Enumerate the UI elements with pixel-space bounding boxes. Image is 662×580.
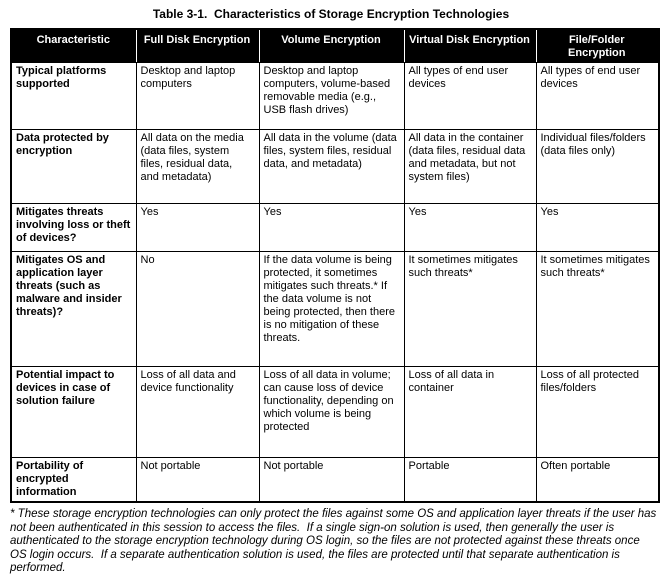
table-row-data-protected: Data protected by encryption All data on…: [10, 129, 660, 204]
table-cell: Loss of all protected files/folders: [535, 366, 660, 458]
table-cell: Yes: [403, 203, 537, 252]
table-cell: Portable: [403, 457, 537, 503]
table-cell: If the data volume is being protected, i…: [258, 251, 405, 367]
table-cell: Loss of all data and device functionalit…: [135, 366, 260, 458]
table-title: Table 3-1. Characteristics of Storage En…: [152, 7, 510, 21]
table-row-mitigates-os-threats: Mitigates OS and application layer threa…: [10, 251, 660, 367]
table-cell: Not portable: [258, 457, 405, 503]
document-page: Table 3-1. Characteristics of Storage En…: [0, 7, 662, 576]
table-cell: Individual files/folders (data files onl…: [535, 129, 660, 204]
table-row-typical-platforms: Typical platforms supported Desktop and …: [10, 62, 660, 130]
table-cell: Loss of all data in container: [403, 366, 537, 458]
table-cell: Not portable: [135, 457, 260, 503]
table-footnote: * These storage encryption technologies …: [10, 508, 660, 575]
table-cell: No: [135, 251, 260, 367]
column-header-file-folder-encryption: File/Folder Encryption: [535, 28, 660, 63]
table-cell: Loss of all data in volume; can cause lo…: [258, 366, 405, 458]
row-header-typical-platforms: Typical platforms supported: [10, 62, 137, 130]
table-cell: All data on the media (data files, syste…: [135, 129, 260, 204]
table-cell: Yes: [535, 203, 660, 252]
row-header-data-protected: Data protected by encryption: [10, 129, 137, 204]
table-cell: All types of end user devices: [535, 62, 660, 130]
table-row-potential-impact: Potential impact to devices in case of s…: [10, 366, 660, 458]
column-header-full-disk-encryption: Full Disk Encryption: [135, 28, 260, 63]
table-cell: It sometimes mitigates such threats*: [403, 251, 537, 367]
column-header-volume-encryption: Volume Encryption: [258, 28, 405, 63]
table-cell: Desktop and laptop computers, volume-bas…: [258, 62, 405, 130]
table-cell: Yes: [258, 203, 405, 252]
table-row-mitigates-loss-theft: Mitigates threats involving loss or thef…: [10, 203, 660, 252]
table-cell: Yes: [135, 203, 260, 252]
column-header-characteristic: Characteristic: [10, 28, 137, 63]
table-cell: All data in the container (data files, r…: [403, 129, 537, 204]
column-header-virtual-disk-encryption: Virtual Disk Encryption: [403, 28, 537, 63]
row-header-mitigates-loss-theft: Mitigates threats involving loss or thef…: [10, 203, 137, 252]
storage-encryption-table: Characteristic Full Disk Encryption Volu…: [10, 28, 660, 503]
table-cell: Desktop and laptop computers: [135, 62, 260, 130]
table-row-portability: Portability of encrypted information Not…: [10, 457, 660, 503]
row-header-mitigates-os-threats: Mitigates OS and application layer threa…: [10, 251, 137, 367]
header-row: Characteristic Full Disk Encryption Volu…: [10, 28, 660, 63]
table-cell: Often portable: [535, 457, 660, 503]
table-cell: It sometimes mitigates such threats*: [535, 251, 660, 367]
row-header-portability: Portability of encrypted information: [10, 457, 137, 503]
table-cell: All data in the volume (data files, syst…: [258, 129, 405, 204]
table-cell: All types of end user devices: [403, 62, 537, 130]
row-header-potential-impact: Potential impact to devices in case of s…: [10, 366, 137, 458]
